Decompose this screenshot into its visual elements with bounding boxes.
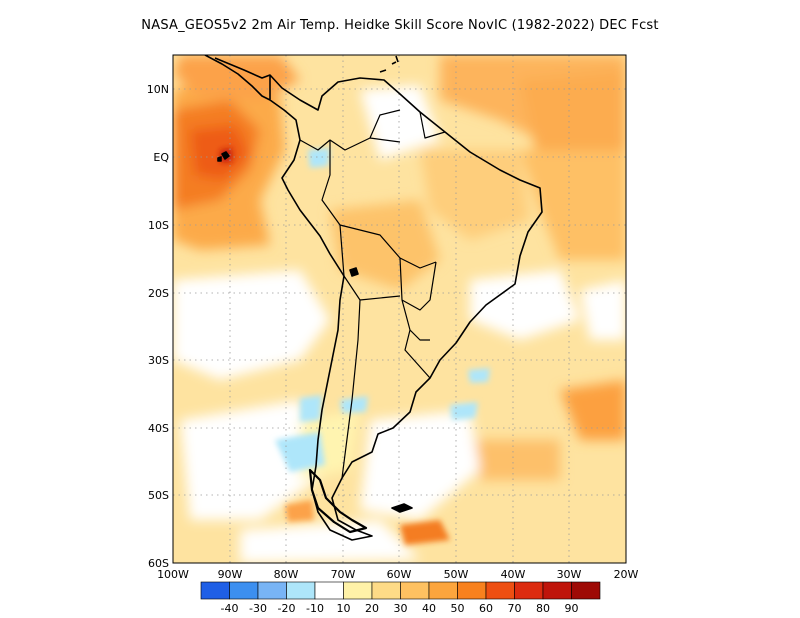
colorbar-label: 20 xyxy=(365,602,379,615)
colorbar-label: 70 xyxy=(508,602,522,615)
lat-tick-label: 40S xyxy=(148,422,169,435)
colorbar-swatch xyxy=(200,581,230,600)
colorbar-swatch xyxy=(457,581,487,600)
lake-titicaca xyxy=(349,267,359,277)
lat-tick-label: 50S xyxy=(148,489,169,502)
lon-tick-label: 60W xyxy=(387,568,412,581)
country-borders xyxy=(299,109,446,479)
galapagos-islands xyxy=(217,151,230,162)
colorbar-swatch xyxy=(257,581,287,600)
colorbar-label: 80 xyxy=(536,602,550,615)
colorbar-swatch xyxy=(400,581,430,600)
score-shading xyxy=(173,55,626,563)
colorbar-label: -40 xyxy=(221,602,239,615)
caribbean-islands xyxy=(379,55,399,73)
lon-tick-label: 80W xyxy=(274,568,299,581)
lon-tick-label: 100W xyxy=(157,568,189,581)
lon-tick-label: 40W xyxy=(501,568,526,581)
colorbar-label: -20 xyxy=(278,602,296,615)
colorbar-swatch xyxy=(229,581,259,600)
central-america-outline xyxy=(204,55,271,101)
colorbar-label: 40 xyxy=(422,602,436,615)
colorbar-swatch xyxy=(514,581,544,600)
colorbar-label: -30 xyxy=(249,602,267,615)
lat-tick-label: 30S xyxy=(148,354,169,367)
colorbar-swatch xyxy=(428,581,458,600)
colorbar-labels: -40 -30 -20 -10 10 20 30 40 50 60 70 80 90 xyxy=(221,602,579,615)
colorbar-label: 90 xyxy=(565,602,579,615)
lon-tick-label: 30W xyxy=(557,568,582,581)
map-title: NASA_GEOS5v2 2m Air Temp. Heidke Skill S… xyxy=(141,18,659,33)
tierra-del-fuego xyxy=(308,468,368,534)
lat-axis: 10N EQ 10S 20S 30S 40S 50S 60S xyxy=(147,83,170,570)
falkland-islands xyxy=(391,503,413,513)
plot-frame xyxy=(172,54,627,564)
coastlines xyxy=(204,55,543,541)
lat-tick-label: 10N xyxy=(147,83,169,96)
lat-tick-label: 60S xyxy=(148,557,169,570)
map-gridlines xyxy=(173,55,626,563)
colorbar-label: -10 xyxy=(306,602,324,615)
lon-tick-label: 20W xyxy=(614,568,639,581)
colorbar-swatch xyxy=(485,581,515,600)
colorbar-swatch xyxy=(542,581,572,600)
colorbar-swatch xyxy=(371,581,401,600)
colorbar-swatch xyxy=(343,581,373,600)
south-america-outline xyxy=(269,74,543,541)
colorbar-label: 30 xyxy=(394,602,408,615)
colorbar xyxy=(200,581,601,600)
lon-tick-label: 70W xyxy=(331,568,356,581)
colorbar-label: 60 xyxy=(479,602,493,615)
lon-tick-label: 50W xyxy=(444,568,469,581)
lon-axis: 100W 90W 80W 70W 60W 50W 40W 30W 20W xyxy=(157,568,638,581)
lon-tick-label: 90W xyxy=(218,568,243,581)
colorbar-swatch xyxy=(286,581,316,600)
lat-tick-label: 20S xyxy=(148,287,169,300)
lat-tick-label: EQ xyxy=(153,151,169,164)
lat-tick-label: 10S xyxy=(148,219,169,232)
colorbar-label: 10 xyxy=(337,602,351,615)
colorbar-swatch xyxy=(571,581,601,600)
colorbar-swatch xyxy=(314,581,344,600)
colorbar-label: 50 xyxy=(451,602,465,615)
